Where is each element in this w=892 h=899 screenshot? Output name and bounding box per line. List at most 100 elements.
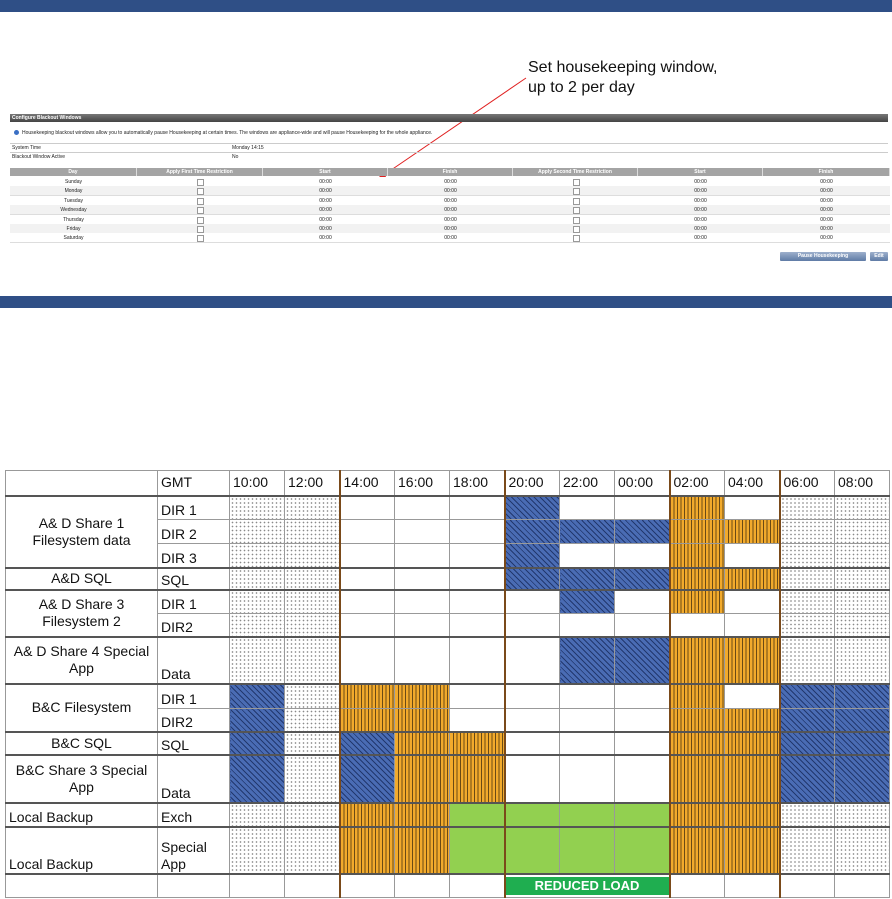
checkbox[interactable] xyxy=(197,216,204,224)
slot-cell xyxy=(559,613,615,637)
gmt-header: GMT xyxy=(157,470,230,496)
slot-cell xyxy=(229,519,285,544)
checkbox[interactable] xyxy=(197,207,204,215)
pause-button[interactable]: Pause Housekeeping xyxy=(780,252,866,261)
slot-cell xyxy=(449,708,505,732)
footer-cell xyxy=(338,873,395,898)
slot-cell xyxy=(559,589,615,614)
checkbox[interactable] xyxy=(197,179,204,186)
slot-cell xyxy=(229,495,285,520)
slot-cell xyxy=(394,754,450,803)
slot-cell xyxy=(834,708,890,732)
checkbox[interactable] xyxy=(572,179,580,186)
cell-text: 00:00 xyxy=(319,235,332,242)
edit-button[interactable]: Edit xyxy=(870,252,888,261)
time-header: 10:00 xyxy=(229,470,285,496)
footer-cell xyxy=(284,873,340,898)
time-header: 16:00 xyxy=(394,470,450,496)
schedule-row: A& D Share 4 Special App Data xyxy=(5,636,890,684)
slot-cell xyxy=(284,543,340,568)
time-header: 00:00 xyxy=(614,470,670,496)
checkbox[interactable] xyxy=(197,235,204,243)
table-row xyxy=(10,233,890,244)
slot-cell xyxy=(503,708,560,732)
slot-cell xyxy=(834,683,890,709)
slot-cell xyxy=(229,731,285,755)
slot-cell xyxy=(338,708,395,732)
cell-text: Sunday xyxy=(65,179,82,185)
cell-text: 00:00 xyxy=(820,179,833,185)
time-header: 02:00 xyxy=(668,470,725,496)
cell-text: 00:00 xyxy=(319,188,332,195)
cell-text: 00:00 xyxy=(694,197,707,204)
checkbox[interactable] xyxy=(197,197,204,205)
slot-cell xyxy=(503,495,560,520)
slot-cell xyxy=(503,543,560,568)
cell-text: Monday xyxy=(64,188,83,195)
slot-cell xyxy=(394,731,450,755)
cell-text: 00:00 xyxy=(694,207,707,214)
slot-cell xyxy=(834,826,890,874)
slot-cell xyxy=(394,802,450,827)
row-name: DIR2 xyxy=(157,708,230,732)
reduced-load-cell: REDUCED LOAD xyxy=(503,873,670,898)
slot-cell xyxy=(668,519,725,544)
footer-cell xyxy=(157,873,230,898)
checkbox[interactable] xyxy=(572,188,580,196)
cell-text: Wednesday xyxy=(60,207,87,214)
checkbox[interactable] xyxy=(572,207,580,215)
schedule-table: GMT 10:00 12:00 14:00 16:00 18:00 20:00 22:00 00… xyxy=(5,470,890,898)
slot-cell xyxy=(284,683,340,709)
slot-cell xyxy=(503,567,560,590)
annotation-line: Set housekeeping window, xyxy=(528,59,718,76)
slot-cell xyxy=(724,802,780,827)
slot-cell xyxy=(284,519,340,544)
slot-cell xyxy=(503,802,560,827)
cell-text: 00:00 xyxy=(694,179,707,185)
slot-cell xyxy=(724,567,780,590)
slot-cell xyxy=(229,589,285,614)
checkbox[interactable] xyxy=(197,188,204,196)
slot-cell xyxy=(338,589,395,614)
footer-cell xyxy=(394,873,450,898)
slot-cell xyxy=(503,754,560,803)
checkbox[interactable] xyxy=(572,226,580,233)
footer-cell xyxy=(5,873,158,898)
slot-cell xyxy=(394,543,450,568)
slot-cell xyxy=(668,495,725,520)
cell-text: 00:00 xyxy=(319,226,332,232)
cell-text: 00:00 xyxy=(444,197,457,204)
column-header: Apply First Time Restriction xyxy=(137,168,263,176)
cell-text: Thursday xyxy=(63,216,84,223)
slot-cell xyxy=(778,708,835,732)
checkbox[interactable] xyxy=(197,226,204,233)
slot-cell xyxy=(449,589,505,614)
schedule-row: A&D SQL SQL xyxy=(5,567,890,590)
checkbox[interactable] xyxy=(572,197,580,205)
cell-text: 00:00 xyxy=(820,188,833,195)
slot-cell xyxy=(449,543,505,568)
slot-cell xyxy=(338,543,395,568)
slot-cell xyxy=(559,519,615,544)
slot-cell xyxy=(449,754,505,803)
slot-cell xyxy=(724,613,780,637)
slot-cell xyxy=(338,495,395,520)
row-name: DIR 2 xyxy=(157,519,230,544)
slot-cell xyxy=(229,708,285,732)
slot-cell xyxy=(338,567,395,590)
footer-cell xyxy=(668,873,725,898)
slot-cell xyxy=(614,683,670,709)
schedule-row: DIR2 xyxy=(6,613,890,637)
checkbox[interactable] xyxy=(572,235,580,243)
row-name: Exch xyxy=(157,802,230,827)
group-label: Local Backup xyxy=(5,802,158,827)
group-label: B&C SQL xyxy=(5,731,158,755)
footer-cell xyxy=(724,873,780,898)
slot-cell xyxy=(614,731,670,755)
slot-cell xyxy=(778,636,835,684)
slot-cell xyxy=(668,708,725,732)
checkbox[interactable] xyxy=(572,216,580,224)
slot-cell xyxy=(284,802,340,827)
slot-cell xyxy=(449,636,505,684)
divider-bar xyxy=(0,296,892,308)
